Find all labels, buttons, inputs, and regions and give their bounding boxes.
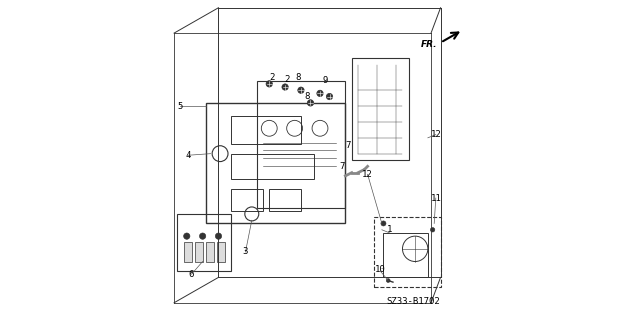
Bar	[352, 59, 409, 160]
Bar	[231, 188, 263, 211]
Text: 1: 1	[387, 225, 392, 234]
Text: 3: 3	[243, 247, 248, 257]
Circle shape	[387, 279, 390, 283]
Text: 7: 7	[346, 141, 351, 150]
Text: 5: 5	[178, 101, 183, 111]
Bar	[231, 154, 314, 179]
Bar	[195, 243, 203, 261]
Text: 6: 6	[189, 270, 194, 279]
Bar	[257, 81, 346, 208]
Bar	[177, 214, 231, 271]
Text: FR.: FR.	[421, 40, 437, 49]
Circle shape	[282, 84, 288, 90]
Bar	[374, 217, 440, 287]
Bar	[269, 188, 301, 211]
Circle shape	[307, 100, 314, 106]
Text: 2: 2	[269, 73, 275, 82]
Text: 9: 9	[322, 76, 328, 85]
Bar	[206, 103, 346, 223]
Circle shape	[317, 90, 323, 97]
Text: 10: 10	[375, 265, 386, 274]
Text: 7: 7	[339, 162, 345, 171]
Text: 8: 8	[295, 73, 301, 82]
Circle shape	[215, 233, 221, 239]
Circle shape	[200, 233, 206, 239]
Bar	[206, 243, 214, 261]
Bar	[217, 243, 225, 261]
Text: 4: 4	[186, 151, 191, 160]
Bar	[184, 243, 191, 261]
Text: SZ33-B1702: SZ33-B1702	[387, 297, 440, 306]
Circle shape	[430, 228, 435, 232]
Circle shape	[298, 87, 304, 93]
Text: 11: 11	[431, 194, 441, 203]
Text: 2: 2	[284, 75, 289, 84]
Text: 8: 8	[305, 92, 310, 101]
Text: 12: 12	[431, 130, 441, 139]
Circle shape	[184, 233, 190, 239]
Circle shape	[381, 221, 386, 226]
Bar	[383, 233, 428, 277]
Text: 12: 12	[362, 170, 373, 179]
Circle shape	[326, 93, 333, 100]
Circle shape	[266, 81, 273, 87]
Bar	[231, 116, 301, 144]
